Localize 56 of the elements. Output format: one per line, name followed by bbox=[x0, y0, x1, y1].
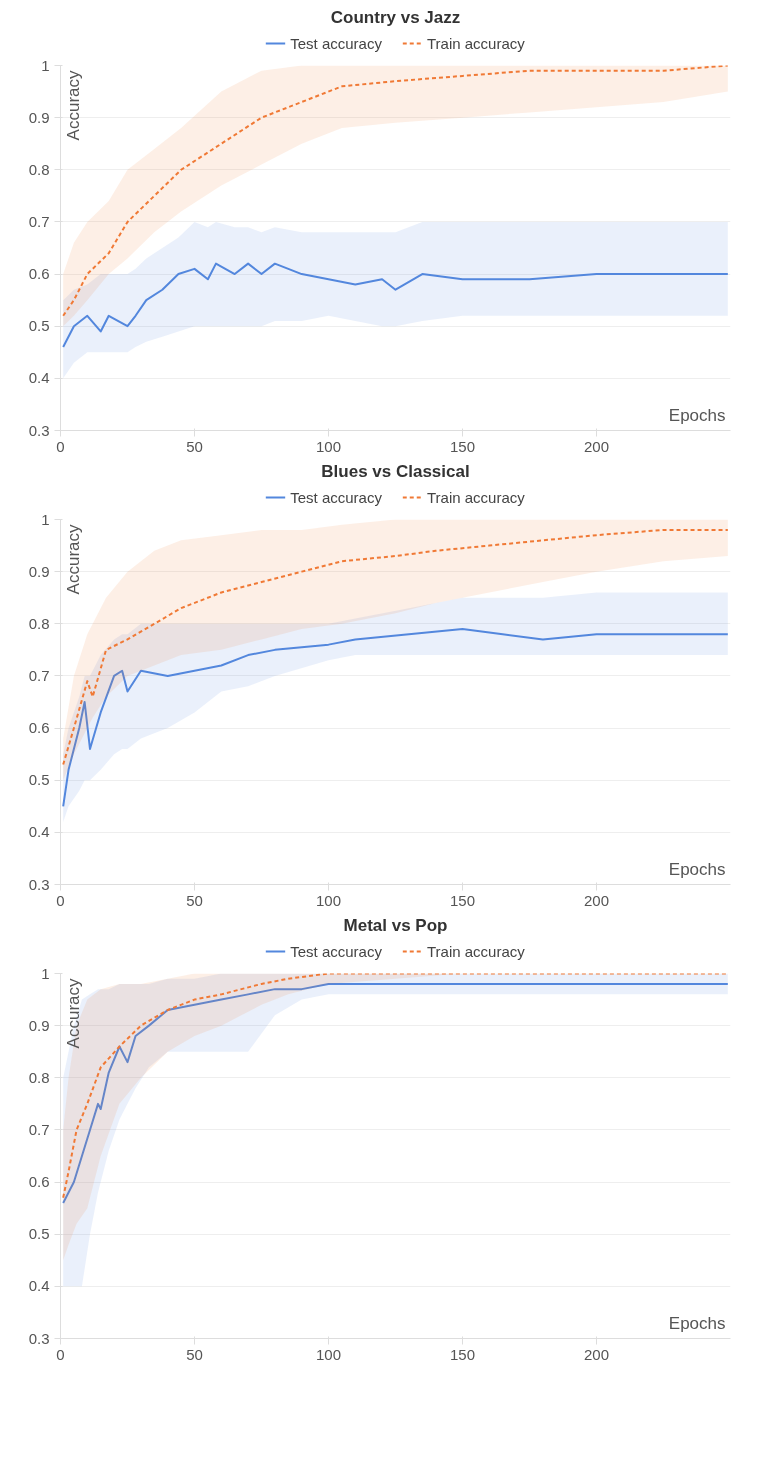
y-tick-label: 0.3 bbox=[28, 421, 50, 439]
x-axis-title: Epochs bbox=[668, 405, 726, 425]
x-tick-label: 50 bbox=[186, 437, 203, 455]
y-tick-label: 0.6 bbox=[28, 265, 50, 283]
legend-label: Test accuracy bbox=[290, 488, 382, 506]
y-tick-label: 0.7 bbox=[28, 666, 50, 684]
legend-label: Train accuracy bbox=[426, 488, 525, 506]
y-tick-label: 0.4 bbox=[28, 823, 50, 841]
x-tick-label: 150 bbox=[449, 1345, 476, 1363]
chart-title: Metal vs Pop bbox=[343, 915, 448, 935]
y-tick-label: 1 bbox=[41, 964, 50, 982]
y-tick-label: 0.3 bbox=[28, 1329, 50, 1347]
y-tick-label: 0.9 bbox=[28, 1016, 50, 1034]
x-tick-label: 150 bbox=[449, 891, 476, 909]
legend-label: Test accuracy bbox=[290, 34, 382, 52]
x-tick-label: 50 bbox=[186, 1345, 203, 1363]
y-axis-title: Accuracy bbox=[63, 524, 83, 595]
legend-label: Test accuracy bbox=[290, 942, 382, 960]
y-tick-label: 0.6 bbox=[28, 719, 50, 737]
x-axis-title: Epochs bbox=[668, 859, 726, 879]
y-tick-label: 0.7 bbox=[28, 212, 50, 230]
legend-label: Train accuracy bbox=[426, 34, 525, 52]
legend-label: Train accuracy bbox=[426, 942, 525, 960]
y-tick-label: 0.5 bbox=[28, 771, 50, 789]
y-tick-label: 0.7 bbox=[28, 1120, 50, 1138]
chart-title: Country vs Jazz bbox=[330, 7, 461, 27]
y-axis-title: Accuracy bbox=[63, 70, 83, 141]
y-tick-label: 0.8 bbox=[28, 1068, 50, 1086]
y-axis-title: Accuracy bbox=[63, 978, 83, 1049]
x-tick-label: 200 bbox=[583, 437, 610, 455]
y-tick-label: 1 bbox=[41, 510, 50, 528]
y-tick-label: 0.8 bbox=[28, 614, 50, 632]
line-series bbox=[62, 262, 729, 349]
x-tick-label: 200 bbox=[583, 891, 610, 909]
x-tick-label: 0 bbox=[56, 437, 65, 455]
y-tick-label: 0.4 bbox=[28, 369, 50, 387]
chart-title: Blues vs Classical bbox=[321, 461, 470, 481]
x-tick-label: 100 bbox=[315, 1345, 342, 1363]
y-tick-label: 0.9 bbox=[28, 108, 50, 126]
y-tick-label: 0.5 bbox=[28, 317, 50, 335]
y-tick-label: 0.5 bbox=[28, 1225, 50, 1243]
y-tick-label: 0.3 bbox=[28, 875, 50, 893]
x-tick-label: 150 bbox=[449, 437, 476, 455]
x-tick-label: 200 bbox=[583, 1345, 610, 1363]
y-tick-label: 0.9 bbox=[28, 562, 50, 580]
x-tick-label: 100 bbox=[315, 891, 342, 909]
x-tick-label: 0 bbox=[56, 1345, 65, 1363]
line-series bbox=[62, 628, 729, 808]
x-axis-title: Epochs bbox=[668, 1313, 726, 1333]
x-tick-label: 100 bbox=[315, 437, 342, 455]
x-tick-label: 0 bbox=[56, 891, 65, 909]
y-tick-label: 1 bbox=[41, 56, 50, 74]
y-tick-label: 0.6 bbox=[28, 1173, 50, 1191]
y-tick-label: 0.4 bbox=[28, 1277, 50, 1295]
y-tick-label: 0.8 bbox=[28, 160, 50, 178]
x-tick-label: 50 bbox=[186, 891, 203, 909]
